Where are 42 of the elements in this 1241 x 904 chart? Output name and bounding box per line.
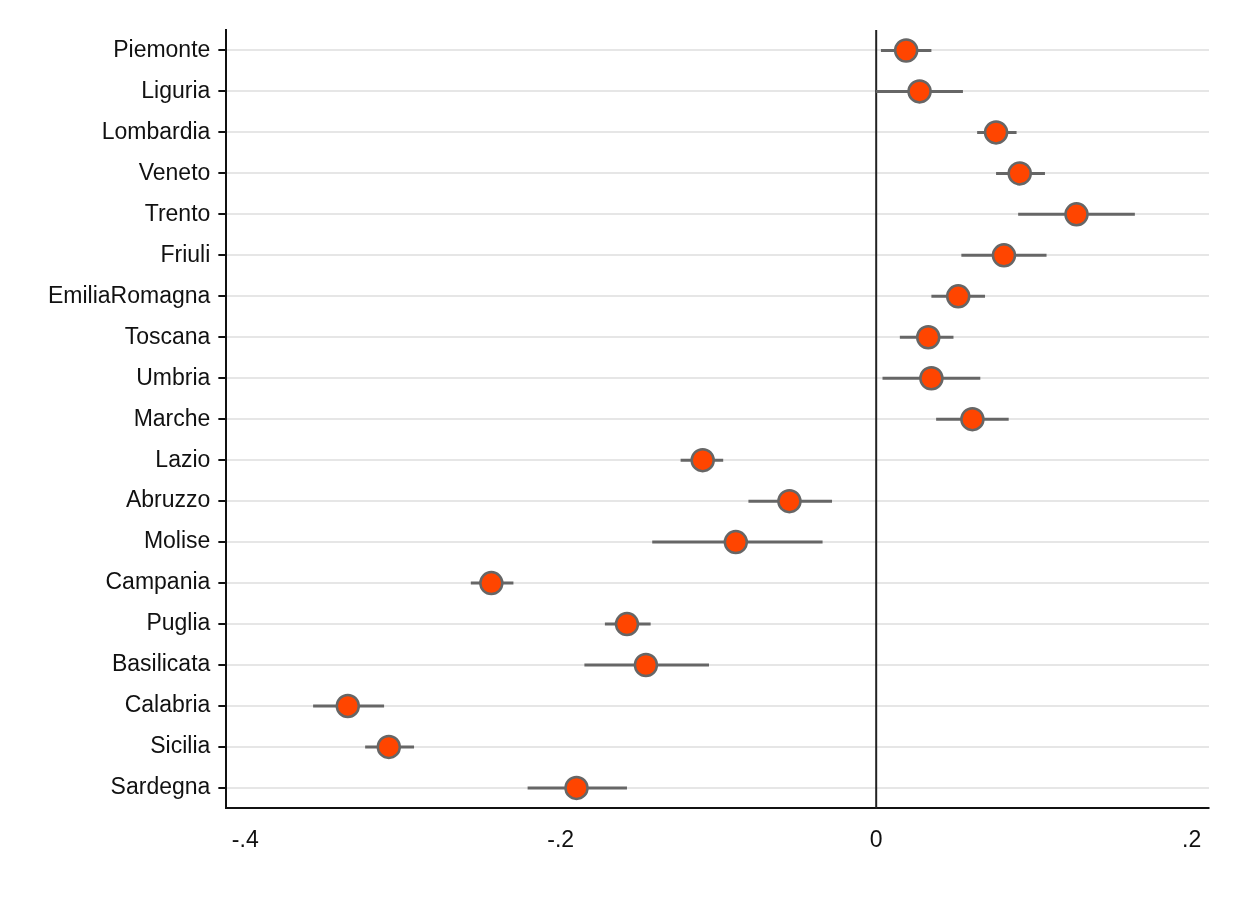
y-tick-label: Molise bbox=[143, 527, 211, 554]
y-tick-label: Toscana bbox=[124, 322, 211, 349]
y-tick-label: Veneto bbox=[138, 158, 211, 185]
x-tick-label: -.2 bbox=[547, 825, 575, 852]
y-tick-label: EmiliaRomagna bbox=[47, 281, 211, 308]
point bbox=[564, 775, 589, 801]
y-tick-label: Umbria bbox=[136, 363, 211, 390]
y-tick-label: Piemonte bbox=[113, 35, 211, 62]
point bbox=[690, 447, 715, 473]
y-tick-label: Sicilia bbox=[150, 732, 211, 759]
y-tick-label: Marche bbox=[133, 404, 211, 431]
y-tick-label: Abruzzo bbox=[125, 486, 211, 513]
point bbox=[777, 488, 802, 514]
point bbox=[376, 734, 402, 760]
y-tick-label: Sardegna bbox=[110, 773, 211, 800]
point bbox=[893, 38, 919, 63]
y-tick-label: Trento bbox=[144, 199, 211, 226]
point bbox=[633, 652, 659, 678]
x-tick-label: -.4 bbox=[231, 825, 259, 852]
point bbox=[983, 120, 1009, 145]
y-tick-label: Puglia bbox=[146, 609, 211, 636]
point bbox=[614, 611, 640, 637]
y-tick-label: Campania bbox=[105, 568, 211, 595]
point bbox=[1007, 161, 1032, 186]
x-tick-label: 0 bbox=[869, 825, 883, 852]
point bbox=[479, 570, 504, 596]
y-tick-label: Basilicata bbox=[111, 650, 211, 677]
y-tick-label: Lombardia bbox=[101, 117, 211, 144]
y-tick-label: Calabria bbox=[124, 691, 211, 718]
y-tick-label: Lazio bbox=[155, 445, 211, 472]
point bbox=[1064, 202, 1089, 227]
point bbox=[915, 325, 941, 350]
point bbox=[919, 365, 944, 391]
point bbox=[335, 693, 361, 719]
point bbox=[945, 284, 971, 309]
point bbox=[991, 243, 1017, 268]
y-tick-label: Friuli bbox=[160, 240, 211, 267]
point bbox=[907, 79, 932, 104]
point bbox=[960, 406, 985, 432]
point bbox=[723, 529, 749, 555]
x-tick-label: .2 bbox=[1182, 825, 1202, 852]
y-tick-label: Liguria bbox=[141, 76, 211, 103]
